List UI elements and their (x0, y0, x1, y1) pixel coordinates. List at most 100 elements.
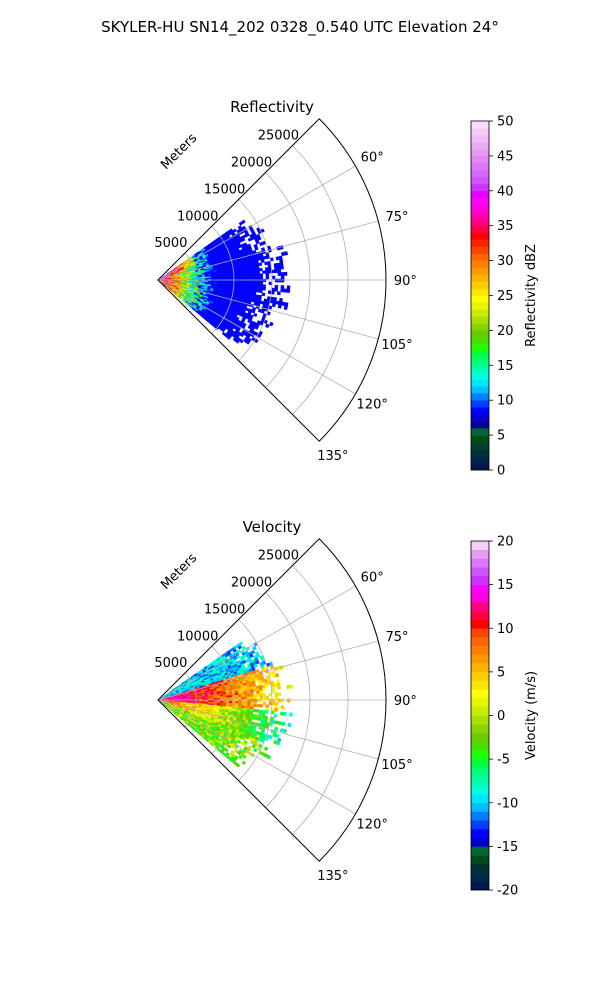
azimuth-gridline (157, 640, 379, 701)
echo-cell (244, 276, 248, 280)
echo-cell (282, 711, 287, 716)
echo-cell (277, 304, 282, 309)
echo-cell (262, 693, 267, 697)
echo-cell (280, 285, 285, 290)
echo-cell (259, 276, 264, 280)
colorbar-swatch (471, 372, 489, 380)
echo-cell (277, 698, 282, 703)
echo-cell (276, 679, 281, 684)
echo-cell (259, 696, 264, 700)
colorbar-tick-label: 0 (497, 709, 505, 724)
echo-cell (258, 267, 263, 272)
velocity-panel: Velocity Meters 5000 10000 15000 20000 25000… (154, 518, 539, 899)
colorbar-swatch (471, 593, 489, 603)
echo-cell (261, 687, 266, 692)
colorbar-swatch (471, 689, 489, 699)
echo-cell (266, 754, 272, 760)
colorbar-swatch (471, 846, 489, 856)
colorbar-swatch (471, 855, 489, 865)
sector-outline (157, 538, 387, 862)
echo-cell (250, 281, 254, 285)
echo-cell (235, 339, 240, 344)
azimuth-tick-label: 60° (361, 570, 384, 585)
echo-cell (274, 707, 279, 712)
velocity-title: Velocity (243, 518, 302, 536)
echo-cell (238, 274, 242, 278)
echo-cell (277, 692, 282, 697)
colorbar-swatch (471, 619, 489, 629)
range-tick-label: 15000 (204, 182, 245, 197)
echo-cell (247, 276, 251, 280)
echo-cell (249, 268, 254, 273)
velocity-colorbar: -20 -15 -10 -5 0 5 10 15 20 Velocity (m/s) (470, 535, 539, 899)
azimuth-tick-label: 135° (317, 449, 348, 464)
colorbar-swatch (471, 323, 489, 331)
reflectivity-colorbar: 0 5 10 15 20 25 30 35 40 45 50 Reflectivity dBZ (470, 115, 539, 479)
echo-cell (226, 695, 230, 698)
echo-cell (268, 734, 273, 740)
echo-cell (223, 700, 227, 704)
colorbar-swatch (471, 558, 489, 568)
colorbar-swatch (471, 776, 489, 786)
echo-cell (277, 269, 282, 273)
echo-cell (274, 266, 278, 271)
echo-cell (283, 251, 289, 256)
colorbar-swatch (471, 750, 489, 760)
echo-cell (238, 281, 242, 284)
colorbar-swatch (471, 663, 489, 673)
colorbar-swatch (471, 567, 489, 577)
colorbar-swatch (471, 706, 489, 716)
echo-cell (226, 277, 230, 280)
azimuth-gridline (157, 699, 356, 815)
echo-cell (255, 289, 260, 293)
echo-cell (228, 273, 233, 276)
colorbar-swatch (471, 628, 489, 638)
colorbar-label: Reflectivity dBZ (524, 244, 539, 347)
colorbar-swatch (471, 281, 489, 289)
colorbar-swatch (471, 197, 489, 206)
echo-cell (223, 280, 227, 284)
echo-cell (244, 279, 248, 282)
colorbar-swatch (471, 358, 489, 366)
echo-cell (253, 703, 257, 708)
echo-cell (274, 673, 280, 678)
echo-cell (253, 271, 257, 275)
echo-cell (241, 760, 247, 766)
echo-cell (280, 265, 284, 270)
echo-cell (244, 271, 248, 275)
range-tick-label: 10000 (177, 209, 218, 224)
echo-cell (244, 699, 248, 702)
colorbar-swatch (471, 610, 489, 620)
colorbar-swatch (471, 204, 489, 213)
colorbar-swatch (471, 636, 489, 647)
colorbar-swatch (471, 386, 489, 394)
echo-cell (213, 697, 218, 700)
azimuth-gridline (157, 279, 379, 340)
colorbar-tick-label: -5 (497, 753, 510, 768)
colorbar-swatch (471, 407, 489, 415)
echo-cell (223, 697, 227, 700)
colorbar-swatch (471, 302, 489, 310)
colorbar-label: Velocity (m/s) (524, 671, 539, 760)
echo-cell (262, 278, 267, 283)
echo-cell (222, 695, 227, 698)
colorbar-swatch (471, 741, 489, 751)
azimuth-tick-label: 75° (385, 210, 408, 225)
colorbar-swatch (471, 449, 489, 457)
echo-cell (256, 281, 261, 285)
echo-cell (253, 696, 258, 700)
echo-cell (255, 709, 260, 713)
echo-cell (258, 262, 263, 267)
colorbar-swatch (471, 872, 489, 882)
echo-cell (250, 283, 254, 287)
echo-cell (241, 692, 245, 696)
echo-cell (273, 714, 278, 718)
echo-cell (229, 277, 233, 280)
echo-cell (239, 332, 245, 338)
echo-cell (247, 274, 251, 278)
echo-cell (259, 281, 264, 285)
colorbar-swatch (471, 134, 489, 143)
colorbar-swatch (471, 274, 489, 282)
range-tick-label: 15000 (204, 602, 245, 617)
